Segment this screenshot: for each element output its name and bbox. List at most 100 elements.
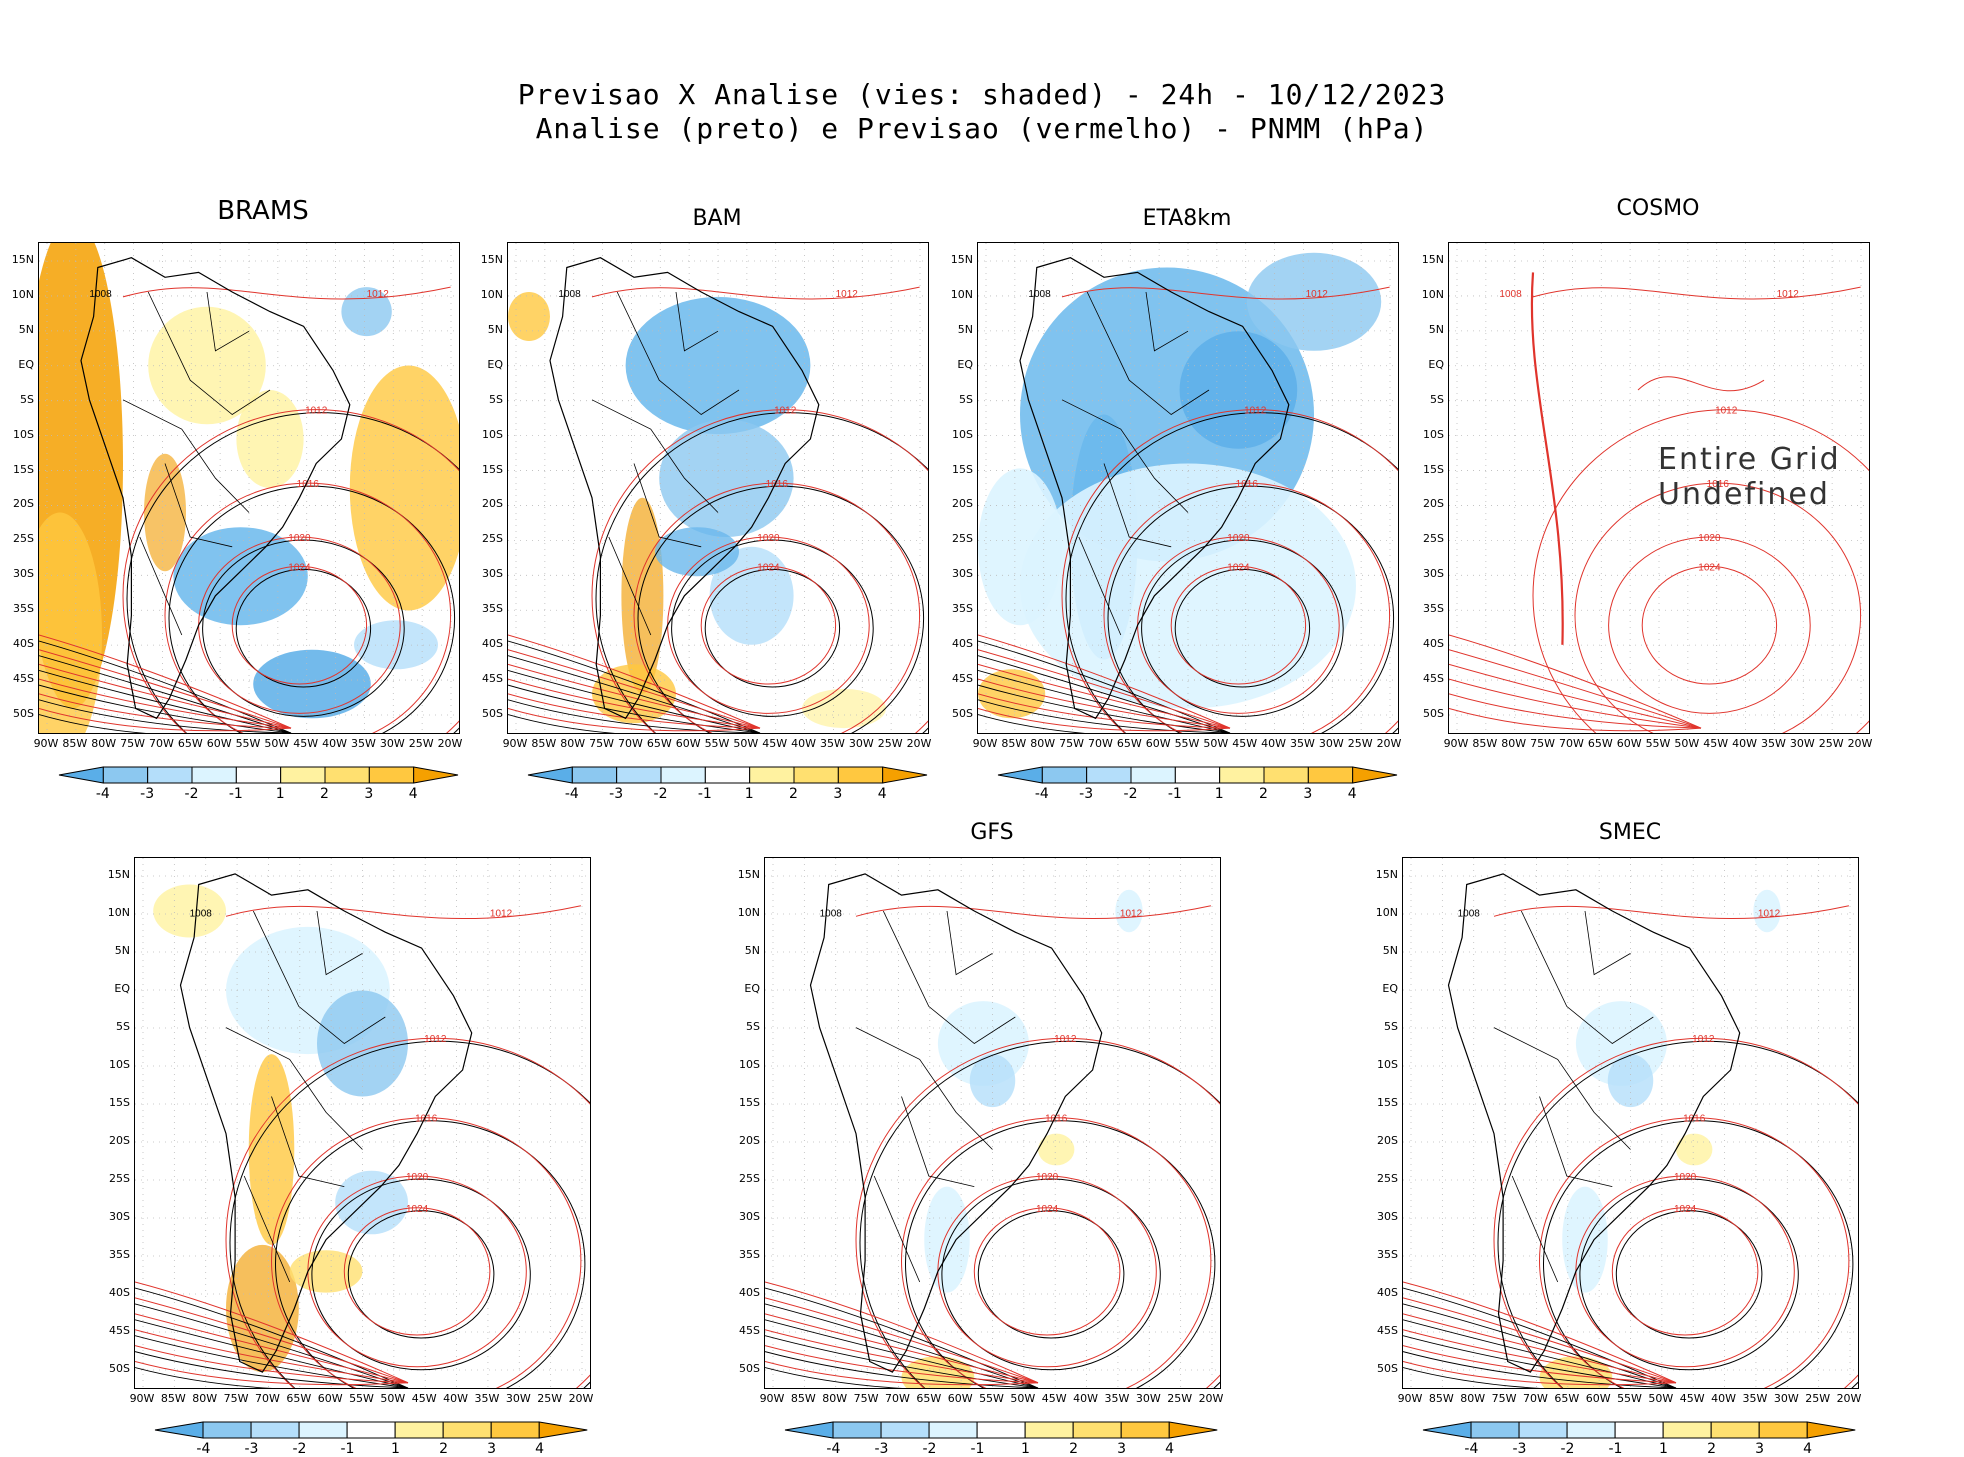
isobar-label: 1020 <box>757 533 780 544</box>
colorbar <box>58 766 458 784</box>
lat-tick-label: 35S <box>1377 1248 1398 1261</box>
coastline <box>80 257 351 720</box>
country-border <box>946 910 993 976</box>
forecast-isobar <box>508 663 761 729</box>
lon-tick-label: 30W <box>505 1392 531 1405</box>
lon-tick-label: 30W <box>1135 1392 1161 1405</box>
lon-tick-label: 30W <box>1789 737 1815 750</box>
lat-tick-label: 15N <box>737 868 760 881</box>
colorbar-label: 2 <box>1259 786 1268 802</box>
forecast-isobar <box>591 286 920 300</box>
colorbar-swatch <box>1174 766 1220 784</box>
coastline <box>549 257 820 720</box>
analysis-isobar <box>765 1287 1039 1388</box>
lat-tick-label: 5S <box>116 1020 130 1033</box>
forecast-isobar <box>508 708 761 732</box>
lon-tick-label: 70W <box>1087 737 1113 750</box>
analysis-isobar <box>978 684 1231 733</box>
colorbar-label: -2 <box>653 786 668 802</box>
lat-tick-label: 15S <box>13 462 34 476</box>
lat-tick-label: 50S <box>1423 707 1444 720</box>
analysis-isobar <box>704 568 841 688</box>
lon-tick-label: 70W <box>148 737 174 750</box>
lon-tick-label: 85W <box>1472 737 1498 750</box>
lat-tick-label: 20S <box>739 1134 760 1147</box>
lon-tick-label: 75W <box>853 1392 879 1405</box>
map-frame: 1024 1020 1016 1012 1012 1008 <box>134 857 591 1389</box>
lat-tick-label: 15S <box>1423 462 1444 476</box>
lon-tick-label: 40W <box>443 1392 468 1405</box>
lon-tick-label: 35W <box>1760 737 1786 750</box>
lat-tick-label: 35S <box>1423 602 1444 616</box>
colorbar-label: 4 <box>535 1441 545 1457</box>
analysis-isobar <box>508 640 761 733</box>
isobar-label: 1012 <box>490 908 513 919</box>
lon-tick-label: 50W <box>1648 1392 1674 1405</box>
lon-tick-label: 50W <box>1674 737 1700 750</box>
analysis-isobar <box>1543 1120 1854 1388</box>
lon-tick-label: 45W <box>1679 1392 1705 1405</box>
isobar-label: 1016 <box>415 1114 438 1125</box>
figure-title-line2: Analise (preto) e Previsao (vermelho) - … <box>535 112 1429 145</box>
analysis-isobar <box>135 1351 409 1388</box>
country-border <box>882 910 1016 1044</box>
country-border <box>1145 291 1189 352</box>
lat-tick-label: 5S <box>489 392 503 406</box>
bias-shading <box>1246 252 1382 351</box>
isobar-label: 1024 <box>757 562 780 573</box>
lat-tick-label: 40S <box>109 1286 130 1299</box>
lat-tick-label: 15N <box>11 253 34 266</box>
map-canvas: 1024 1020 1016 1012 1012 1008 <box>39 243 459 733</box>
country-border <box>271 1096 345 1187</box>
lon-tick-label: 70W <box>1558 737 1584 750</box>
bias-shading <box>1562 1186 1608 1293</box>
lat-tick-label: 5S <box>20 392 34 406</box>
forecast-isobar <box>978 634 1231 729</box>
analysis-isobar <box>1497 1040 1858 1388</box>
lon-tick-label: 80W <box>1501 737 1527 750</box>
colorbar-swatch <box>146 766 192 784</box>
country-border <box>1103 463 1172 548</box>
isobar-label: 1008 <box>1028 289 1051 300</box>
forecast-isobar <box>225 1037 590 1388</box>
lon-tick-label: 40W <box>1073 1392 1098 1405</box>
lat-tick-label: 15S <box>482 462 503 476</box>
isobar-label: 1016 <box>1236 479 1259 490</box>
lat-tick-label: 5S <box>746 1020 760 1033</box>
lat-tick-label: 10N <box>737 906 760 919</box>
isobar-label: 1016 <box>297 479 320 490</box>
isobar-label: 1008 <box>558 289 581 300</box>
lat-tick-label: 25S <box>1377 1172 1398 1185</box>
forecast-isobar <box>508 649 761 729</box>
lat-tick-label: EQ <box>114 982 130 995</box>
colorbar-label: -3 <box>1079 786 1094 802</box>
forecast-isobar <box>135 1345 409 1384</box>
forecast-isobar <box>39 634 292 729</box>
lat-tick-label: 20S <box>1423 497 1444 511</box>
forecast-isobar <box>633 482 921 733</box>
lon-tick-label: 90W <box>33 737 59 750</box>
forecast-isobar <box>1493 905 1850 920</box>
lon-tick-label: 65W <box>177 737 203 750</box>
colorbar-swatch <box>279 766 326 784</box>
forecast-isobar <box>1574 482 1862 733</box>
lon-tick-label: 20W <box>906 737 932 750</box>
bias-shading <box>709 546 794 645</box>
forecast-isobar <box>1611 1207 1759 1336</box>
bias-shading <box>335 1170 408 1235</box>
colorbar-label: -3 <box>609 786 624 802</box>
colorbar-swatch <box>1307 766 1353 784</box>
lon-tick-label: 70W <box>1522 1392 1548 1405</box>
forecast-isobar <box>1530 272 1564 645</box>
isobar-label: 1012 <box>424 1034 447 1045</box>
map-canvas: 1024 1020 1016 1012 1012 1008 <box>1403 858 1858 1388</box>
bias-shading <box>1038 1133 1075 1166</box>
analysis-isobar <box>168 485 456 733</box>
forecast-isobar <box>39 663 292 729</box>
colorbar-label: 1 <box>391 1441 400 1457</box>
bias-shading <box>349 365 459 611</box>
lat-tick-label: 25S <box>1423 532 1444 546</box>
forecast-isobar <box>508 678 761 729</box>
lat-tick-label: 30S <box>13 567 34 581</box>
lat-tick-label: 40S <box>1377 1286 1398 1299</box>
